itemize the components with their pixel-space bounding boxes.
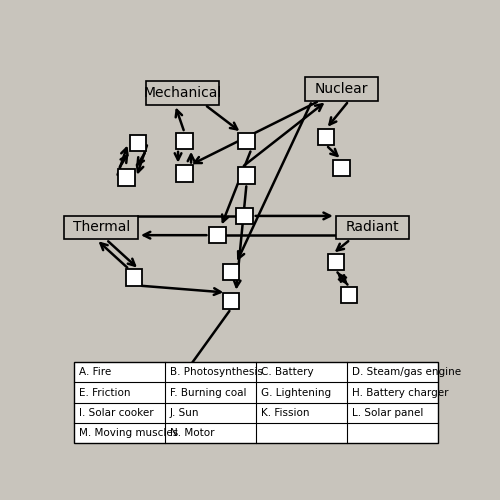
Bar xyxy=(118,170,134,186)
Bar xyxy=(210,227,226,244)
Text: J. Sun: J. Sun xyxy=(170,408,200,418)
Bar xyxy=(176,133,192,149)
Text: N. Motor: N. Motor xyxy=(170,428,214,438)
Bar xyxy=(236,208,253,224)
Bar xyxy=(336,216,409,240)
Bar xyxy=(328,254,344,270)
Bar xyxy=(74,362,438,443)
Text: L. Solar panel: L. Solar panel xyxy=(352,408,424,418)
Text: Nuclear: Nuclear xyxy=(315,82,368,96)
Bar xyxy=(334,160,349,176)
Text: I. Solar cooker: I. Solar cooker xyxy=(79,408,154,418)
Bar xyxy=(304,77,378,101)
Text: E. Friction: E. Friction xyxy=(79,388,130,398)
Bar xyxy=(270,370,285,386)
Text: D. Steam/gas engine: D. Steam/gas engine xyxy=(352,368,461,378)
Text: Chemical: Chemical xyxy=(123,388,188,402)
Text: B. Photosynthesis: B. Photosynthesis xyxy=(170,368,262,378)
Bar xyxy=(64,216,138,240)
Bar xyxy=(223,264,239,280)
Text: Radiant: Radiant xyxy=(346,220,400,234)
Text: G. Lightening: G. Lightening xyxy=(261,388,331,398)
Text: F. Burning coal: F. Burning coal xyxy=(170,388,246,398)
Bar xyxy=(223,292,239,308)
Bar xyxy=(238,133,254,149)
Bar xyxy=(318,129,334,145)
Text: K. Fission: K. Fission xyxy=(261,408,310,418)
Text: H. Battery charger: H. Battery charger xyxy=(352,388,448,398)
Bar xyxy=(328,383,402,407)
Text: A. Fire: A. Fire xyxy=(79,368,111,378)
Text: Electrical: Electrical xyxy=(333,388,397,402)
Bar xyxy=(126,270,142,285)
Bar xyxy=(341,287,357,303)
Bar xyxy=(176,166,192,182)
Bar xyxy=(246,370,262,386)
Bar xyxy=(146,81,220,104)
Bar xyxy=(130,134,146,151)
Bar xyxy=(238,168,254,184)
Bar xyxy=(118,383,192,407)
Text: M. Moving muscles: M. Moving muscles xyxy=(79,428,178,438)
Text: Thermal: Thermal xyxy=(72,220,130,234)
Text: C. Battery: C. Battery xyxy=(261,368,314,378)
Text: Mechanical: Mechanical xyxy=(144,86,222,100)
